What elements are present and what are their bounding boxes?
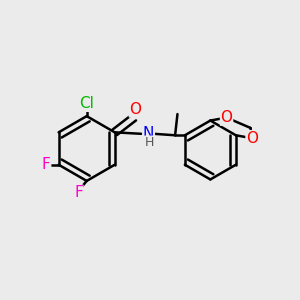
Text: F: F <box>74 185 83 200</box>
Text: H: H <box>145 136 154 149</box>
Text: Cl: Cl <box>79 96 94 111</box>
Text: F: F <box>42 157 51 172</box>
Text: O: O <box>129 102 141 117</box>
Text: O: O <box>246 131 258 146</box>
Text: O: O <box>220 110 232 125</box>
Text: N: N <box>143 126 154 141</box>
